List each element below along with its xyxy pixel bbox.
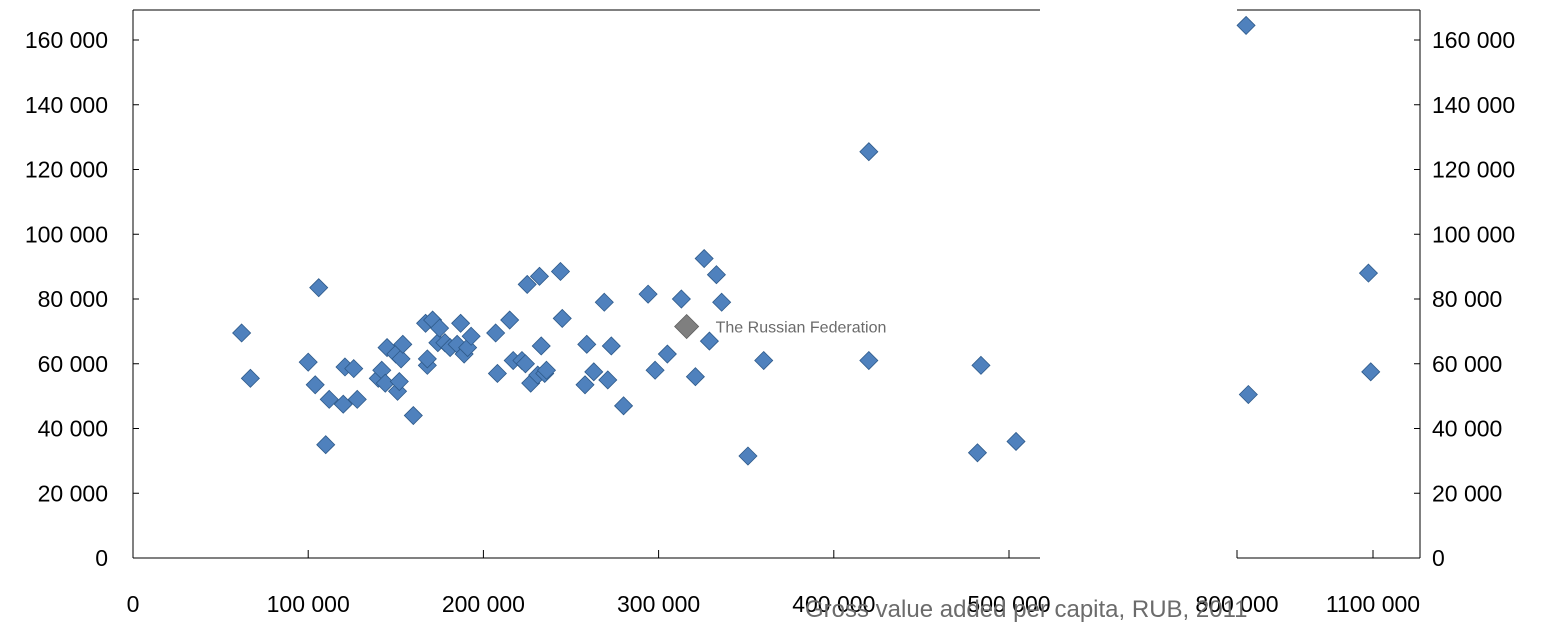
- y-tick-label-right: 80 000: [1432, 286, 1502, 312]
- russian-federation-point: [674, 313, 700, 340]
- y-tick-label-left: 160 000: [25, 27, 108, 53]
- region-point: [657, 344, 677, 364]
- region-point: [613, 396, 634, 416]
- region-point: [417, 349, 437, 369]
- region-point: [451, 313, 471, 333]
- region-point: [319, 389, 339, 409]
- y-tick-label-left: 80 000: [38, 286, 108, 312]
- region-point: [594, 292, 614, 312]
- region-point: [517, 274, 537, 294]
- x-tick-label: 200 000: [442, 591, 525, 617]
- region-point: [699, 331, 719, 351]
- y-tick-label-left: 120 000: [25, 157, 108, 183]
- region-point: [344, 359, 364, 379]
- annotations: The Russian Federation: [716, 320, 887, 337]
- region-point: [487, 363, 507, 384]
- region-point: [706, 265, 726, 285]
- region-point: [584, 362, 604, 382]
- region-point: [671, 289, 691, 309]
- region-point: [347, 389, 367, 409]
- russian-federation-label: The Russian Federation: [716, 320, 887, 337]
- x-tick-label: 0: [127, 591, 140, 617]
- y-tick-label-right: 40 000: [1432, 416, 1502, 442]
- data-points: [232, 15, 1381, 466]
- y-tick-label-left: 60 000: [38, 351, 108, 377]
- region-point: [694, 248, 714, 269]
- region-point: [1361, 362, 1381, 382]
- region-point: [486, 323, 506, 343]
- x-tick-label: 800 000: [1195, 591, 1278, 617]
- region-point: [685, 367, 705, 387]
- region-point: [309, 278, 329, 298]
- region-point: [403, 405, 423, 426]
- region-point: [859, 350, 879, 371]
- region-point: [529, 266, 550, 286]
- region-point: [577, 334, 597, 354]
- y-tick-label-right: 140 000: [1432, 92, 1515, 118]
- region-point: [575, 375, 595, 395]
- region-point: [240, 368, 260, 388]
- region-point: [712, 292, 732, 312]
- region-point: [967, 443, 988, 463]
- region-point: [971, 355, 991, 375]
- y-tick-label-right: 60 000: [1432, 351, 1502, 377]
- region-point: [754, 350, 774, 371]
- region-point: [531, 336, 551, 356]
- region-point: [305, 375, 325, 395]
- y-tick-label-left: 20 000: [38, 480, 108, 506]
- y-tick-label-left: 0: [95, 545, 108, 571]
- region-point: [391, 349, 411, 369]
- region-point: [738, 446, 758, 466]
- region-point: [333, 394, 353, 414]
- region-point: [232, 323, 252, 343]
- region-point: [598, 370, 618, 390]
- y-tick-label-left: 40 000: [38, 416, 108, 442]
- region-point: [515, 354, 536, 374]
- region-point: [645, 360, 665, 380]
- region-point: [461, 326, 481, 346]
- region-point: [298, 352, 318, 372]
- x-tick-label: 100 000: [267, 591, 350, 617]
- region-point: [1358, 263, 1379, 283]
- y-tick-label-left: 140 000: [25, 92, 108, 118]
- region-point: [638, 284, 658, 304]
- region-point: [550, 261, 571, 282]
- x-tick-label: 300 000: [617, 591, 700, 617]
- y-tick-label-right: 0: [1432, 545, 1445, 571]
- region-point: [393, 334, 413, 354]
- x-tick-label: 400 000: [792, 591, 875, 617]
- region-point: [552, 308, 572, 328]
- y-tick-label-right: 160 000: [1432, 27, 1515, 53]
- region-point: [500, 310, 520, 330]
- y-tick-label-left: 100 000: [25, 221, 108, 247]
- region-point: [316, 435, 336, 455]
- region-point: [1006, 431, 1026, 452]
- x-tick-label: 500 000: [967, 591, 1050, 617]
- x-tick-label: 1100 000: [1326, 591, 1420, 617]
- region-point: [1236, 15, 1256, 35]
- region-point: [389, 371, 409, 392]
- region-point: [430, 318, 450, 338]
- region-point: [536, 360, 557, 380]
- region-point: [859, 142, 879, 162]
- x-axis-label: Gross value added per capita, RUB, 2011: [805, 596, 1247, 623]
- y-tick-label-right: 20 000: [1432, 480, 1502, 506]
- y-tick-label-right: 100 000: [1432, 221, 1515, 247]
- region-point: [601, 336, 621, 356]
- region-point: [1238, 384, 1258, 405]
- y-tick-label-right: 120 000: [1432, 157, 1515, 183]
